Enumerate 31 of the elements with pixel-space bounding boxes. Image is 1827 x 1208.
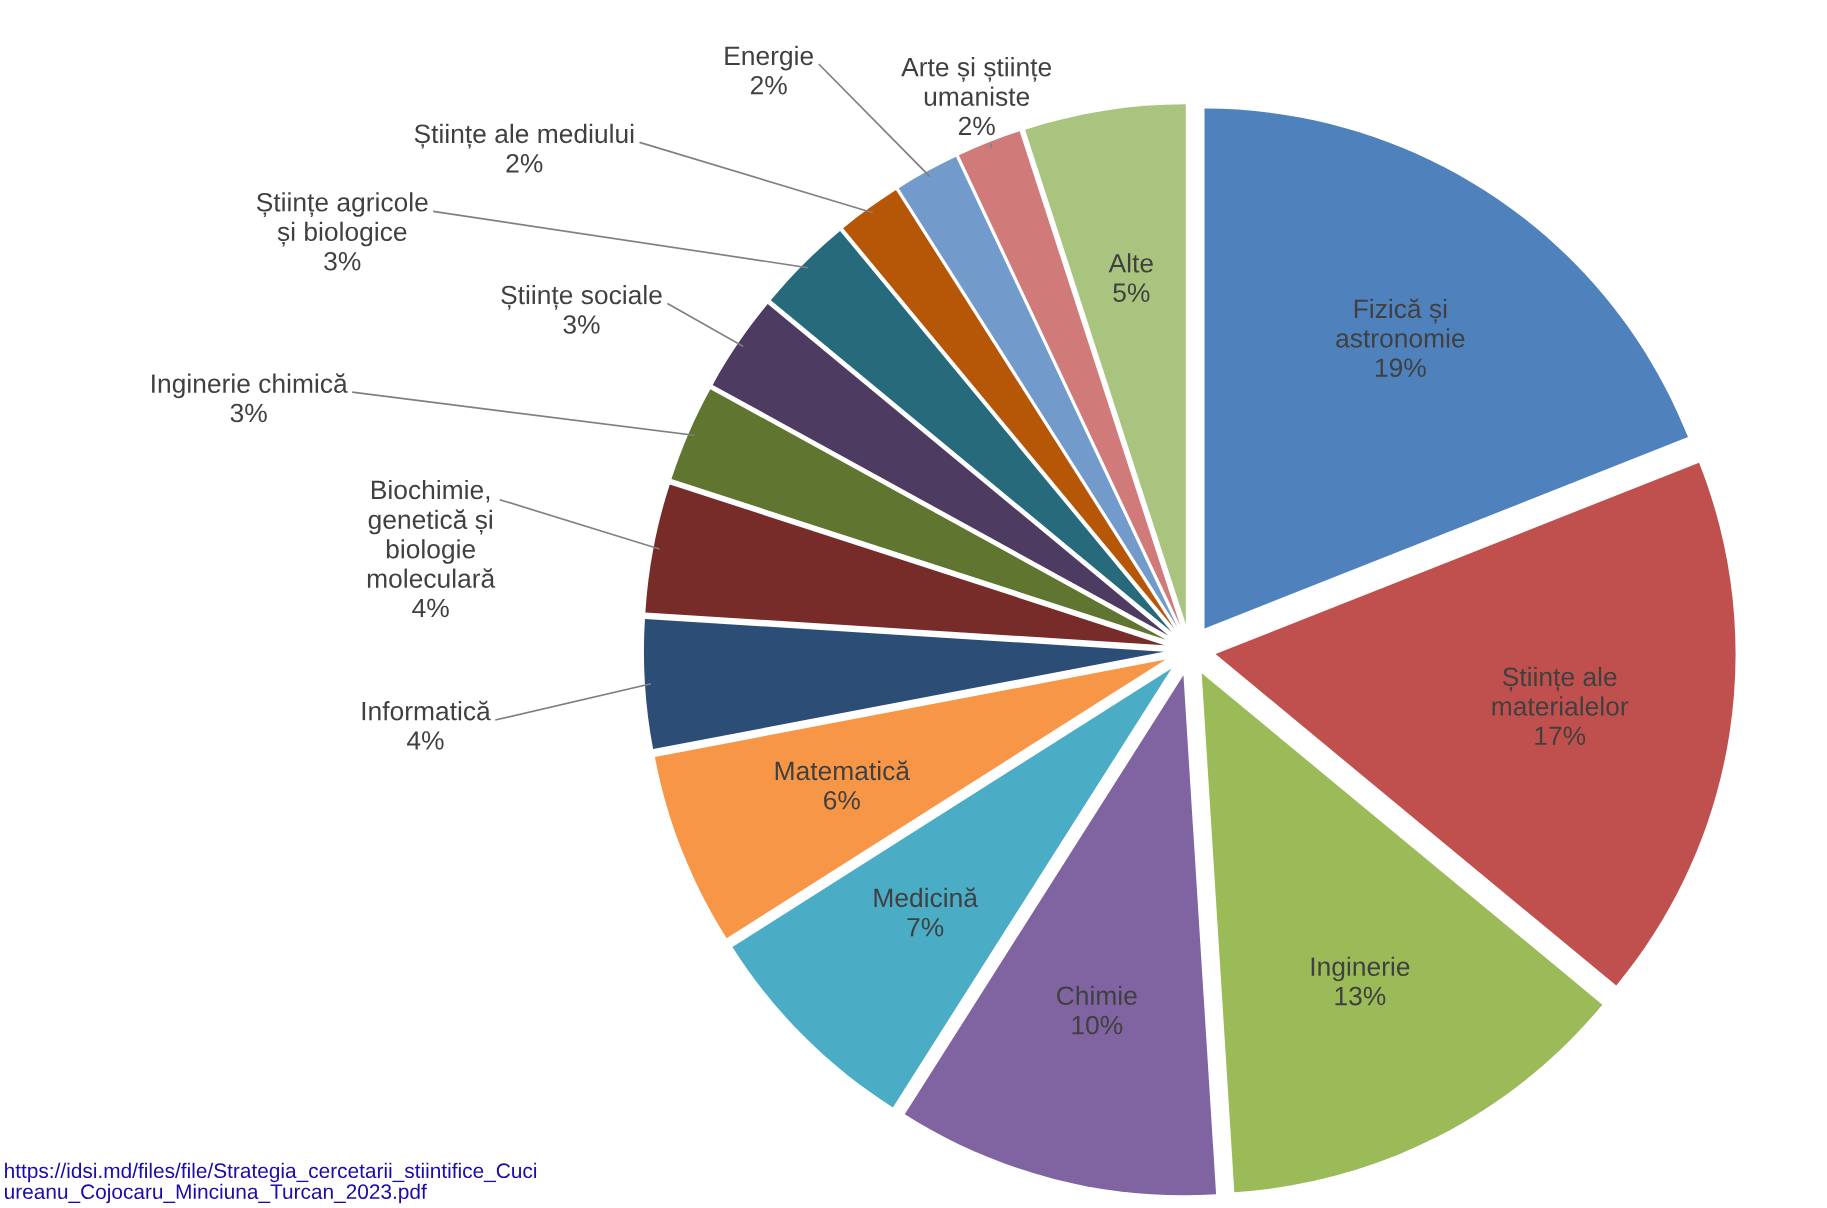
slice-label: Matematică bbox=[775, 760, 910, 781]
data-label: 2% bbox=[750, 75, 787, 95]
data-label: 13% bbox=[1335, 986, 1386, 1006]
data-label: 17% bbox=[1535, 726, 1586, 746]
data-label: 10% bbox=[1072, 1015, 1123, 1035]
slice-label: Energie bbox=[725, 45, 813, 71]
slice-label: Științe agricole și biologice bbox=[256, 192, 428, 247]
slice-label: Chimie bbox=[1057, 985, 1137, 1006]
slice-label: Biochimie, genetică și biologie moleculară bbox=[367, 479, 496, 588]
slice-label: Medicină bbox=[874, 887, 978, 908]
slice-label: Arte și științe umaniste bbox=[901, 57, 1052, 106]
data-label: 2% bbox=[506, 153, 543, 173]
slice-label: Informatică bbox=[362, 700, 491, 721]
slice-label: Științe ale materialelor bbox=[1492, 666, 1629, 716]
data-label: 4% bbox=[407, 731, 444, 750]
data-label: 3% bbox=[324, 251, 361, 271]
data-label: 3% bbox=[230, 403, 267, 423]
slice-label: Științe ale mediului bbox=[414, 123, 634, 149]
slice-label: Inginerie chimică bbox=[152, 373, 348, 399]
data-label: 4% bbox=[412, 598, 449, 618]
slice-label: Inginerie bbox=[1311, 956, 1410, 982]
data-label: 2% bbox=[958, 116, 995, 136]
data-label: 5% bbox=[1113, 283, 1150, 302]
data-label: 6% bbox=[824, 790, 860, 810]
data-label: 19% bbox=[1375, 358, 1426, 378]
slice-label: Științe sociale bbox=[501, 284, 662, 310]
slice-label: Fizică și astronomie bbox=[1336, 298, 1465, 348]
data-label: 7% bbox=[907, 917, 944, 937]
text: https://idsi.md/files/file/Strategia_cercetarii_stiintifice_Cuci ureanu_Cojocaru_Minciuna_Turcan_2023.pdf bbox=[5, 1162, 537, 1204]
data-label: 3% bbox=[563, 315, 600, 334]
slice-label: Alte bbox=[1108, 253, 1153, 273]
